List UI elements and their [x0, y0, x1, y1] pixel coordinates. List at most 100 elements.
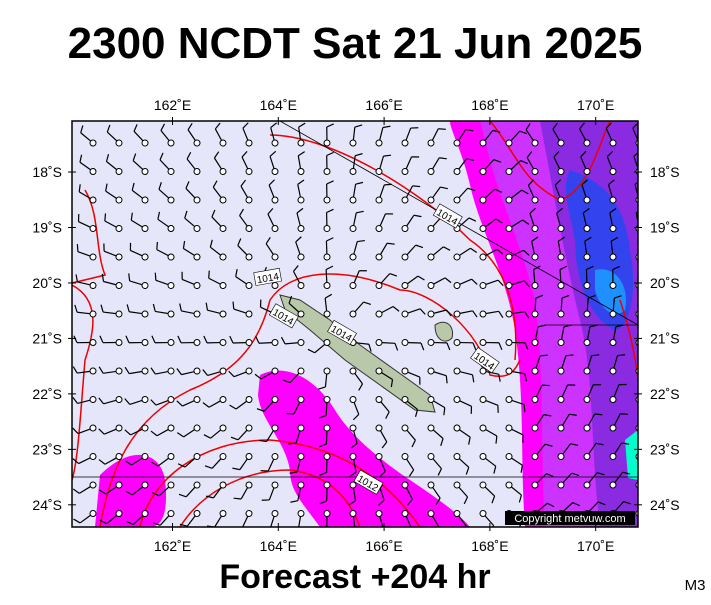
barb-station	[350, 510, 357, 517]
barb-flag	[640, 295, 647, 299]
lon-label: 162˚E	[154, 538, 191, 554]
barb-station	[402, 339, 408, 345]
lon-label: 168˚E	[471, 538, 508, 554]
barb-station	[349, 453, 356, 460]
barb-station	[90, 368, 97, 375]
barb-station	[272, 339, 278, 345]
barb-station	[194, 339, 200, 345]
barb-station	[324, 396, 330, 402]
barb-flag	[377, 529, 385, 534]
barb-staff	[326, 402, 327, 415]
model-code: M3	[685, 577, 706, 594]
barb-staff	[561, 298, 562, 311]
barb-flag	[642, 324, 649, 328]
barb-station	[324, 140, 330, 146]
lat-label: 18˚S	[32, 164, 62, 180]
barb-station	[584, 282, 590, 288]
barb-flag	[320, 529, 327, 532]
barb-station	[557, 339, 564, 346]
barb-station	[376, 339, 382, 345]
lat-label: 19˚S	[32, 219, 62, 235]
barb-staff	[259, 343, 272, 344]
barb-flag	[648, 469, 655, 475]
lon-label: 170˚E	[577, 538, 614, 554]
barb-station	[480, 339, 486, 345]
lat-label: 24˚S	[32, 497, 62, 513]
barb-station	[584, 311, 590, 317]
lat-label: 21˚S	[650, 330, 680, 346]
title: 2300 NCDT Sat 21 Jun 2025	[68, 19, 643, 68]
barb-station	[142, 368, 149, 375]
barb-station	[168, 311, 175, 318]
barb-station	[142, 339, 148, 345]
barb-station	[558, 254, 565, 261]
barb-staff	[382, 343, 395, 344]
barb-station	[584, 339, 591, 346]
barb-station	[298, 339, 304, 345]
copyright: Copyright metvuw.com	[514, 513, 625, 525]
barb-station	[610, 311, 616, 317]
barb-station	[220, 339, 226, 345]
barb-station	[636, 339, 643, 346]
barb-station	[168, 339, 174, 345]
map-area	[72, 121, 656, 534]
barb-station	[324, 282, 330, 288]
barb-flag	[348, 529, 355, 533]
lat-label: 24˚S	[650, 497, 680, 513]
barb-station	[324, 254, 330, 260]
barb-station	[116, 311, 123, 318]
barb-flag	[291, 528, 298, 532]
barb-station	[350, 140, 357, 147]
barb-station	[324, 425, 330, 431]
barb-station	[324, 453, 330, 459]
lat-label: 19˚S	[650, 219, 680, 235]
lat-label: 21˚S	[32, 330, 62, 346]
barb-station	[350, 197, 357, 204]
barb-staff	[560, 270, 561, 283]
barb-station	[350, 168, 357, 175]
barb-station	[90, 339, 96, 345]
barb-station	[636, 311, 643, 318]
barb-station	[324, 368, 331, 375]
barb-station	[610, 254, 617, 261]
barb-station	[480, 311, 487, 318]
barb-station	[324, 482, 330, 488]
lat-label: 23˚S	[650, 441, 680, 457]
lat-label: 23˚S	[32, 441, 62, 457]
lon-label: 162˚E	[154, 97, 191, 113]
barb-station	[193, 310, 200, 317]
lon-label: 168˚E	[471, 97, 508, 113]
lon-label: 170˚E	[577, 97, 614, 113]
barb-station	[142, 311, 149, 318]
barb-station	[506, 311, 513, 318]
barb-station	[584, 254, 591, 261]
barb-staff	[535, 298, 536, 311]
barb-station	[610, 282, 616, 288]
barb-station	[610, 339, 617, 346]
barb-staff	[326, 270, 327, 283]
barb-station	[324, 510, 330, 516]
subtitle: Forecast +204 hr	[219, 558, 490, 596]
barb-flag	[405, 528, 413, 534]
barb-station	[506, 368, 513, 375]
lon-label: 166˚E	[365, 538, 402, 554]
barb-station	[532, 282, 538, 288]
barb-station	[506, 339, 512, 345]
barb-station	[298, 140, 305, 147]
lon-label: 166˚E	[365, 97, 402, 113]
barb-flag	[646, 411, 654, 417]
barb-staff	[640, 385, 645, 397]
barb-station	[636, 254, 643, 261]
lon-label: 164˚E	[260, 97, 297, 113]
barb-station	[531, 339, 538, 346]
barb-flag	[639, 266, 646, 269]
lat-label: 18˚S	[650, 164, 680, 180]
barb-station	[428, 339, 434, 345]
barb-staff	[641, 443, 648, 454]
barb-station	[324, 168, 330, 174]
barb-station	[532, 311, 538, 317]
barb-station	[558, 282, 564, 288]
barb-station	[636, 225, 643, 232]
barb-station	[558, 311, 564, 317]
barb-station	[246, 339, 252, 345]
